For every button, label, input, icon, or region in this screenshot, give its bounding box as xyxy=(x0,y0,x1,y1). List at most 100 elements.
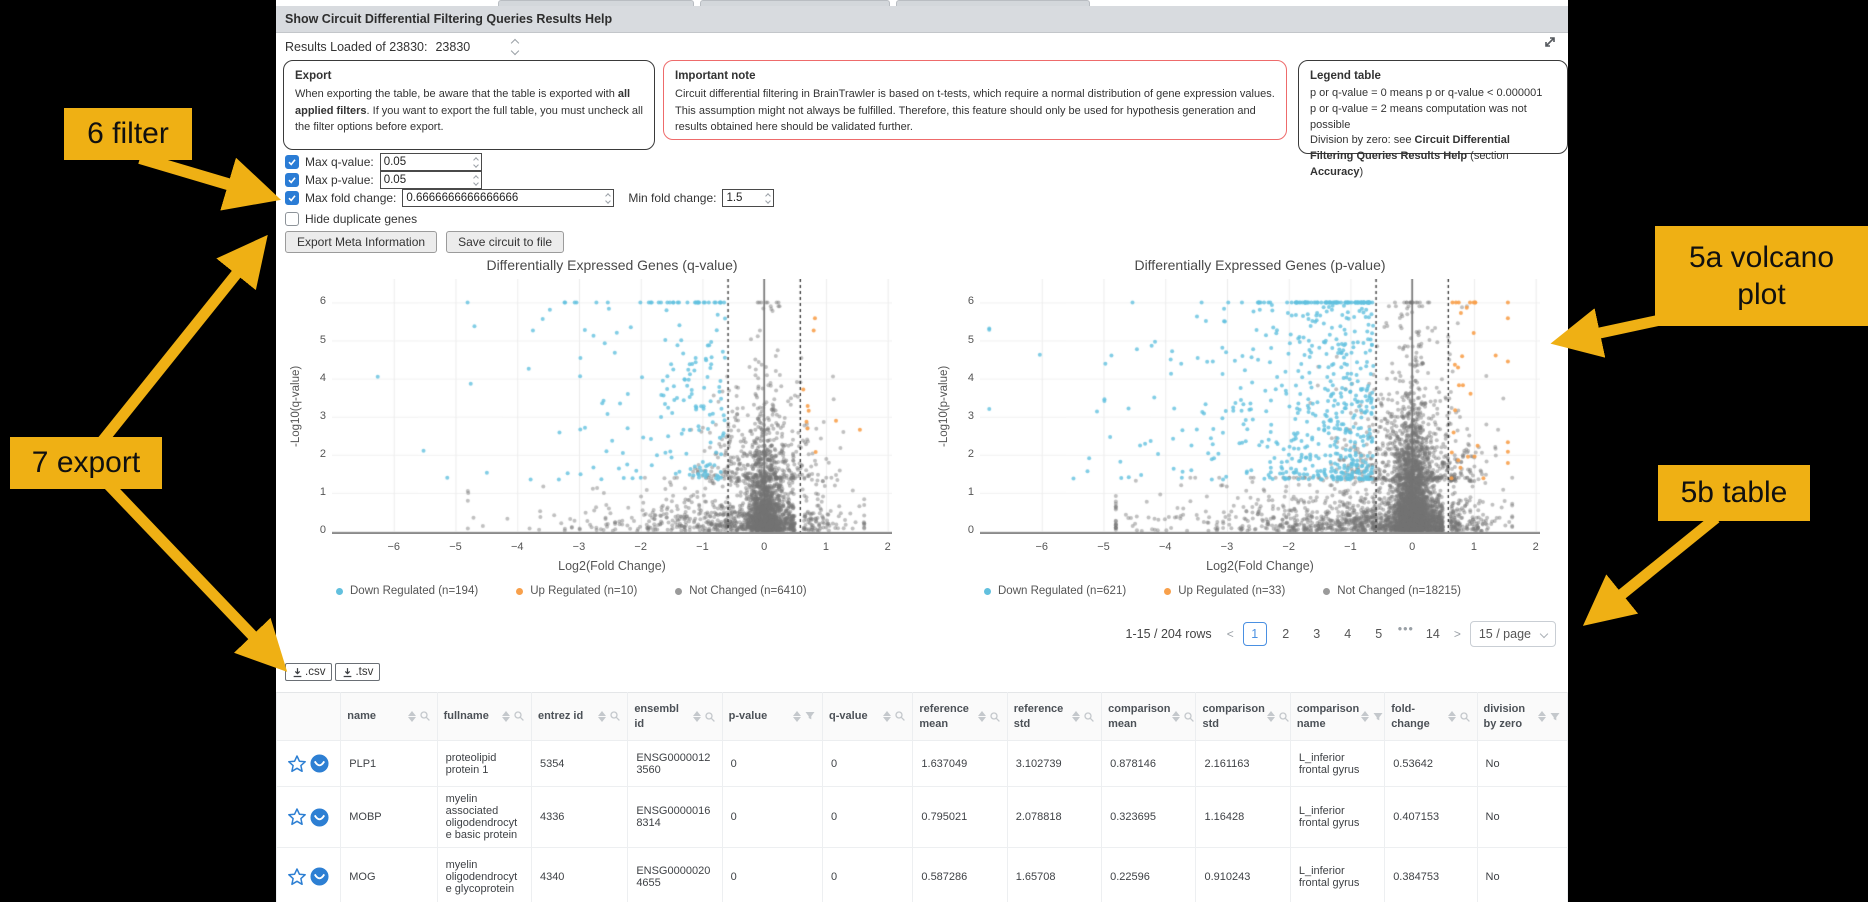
pagination-page-5[interactable]: 5 xyxy=(1375,627,1383,641)
legend-item[interactable]: Down Regulated (n=194) xyxy=(336,585,478,597)
min-fold-change-stepper[interactable] xyxy=(765,192,772,204)
column-header-reference_mean[interactable]: reference mean xyxy=(912,692,1008,741)
max-p-value-checkbox[interactable] xyxy=(285,173,299,187)
sort-carets-icon[interactable] xyxy=(793,710,802,722)
page-size-dropdown[interactable]: 15 / page xyxy=(1469,621,1556,647)
legend-item[interactable]: Not Changed (n=18215) xyxy=(1323,585,1461,597)
min-fold-change-input[interactable] xyxy=(723,191,756,205)
pagination-next[interactable]: > xyxy=(1453,627,1461,641)
cell-entrez_id: 5354 xyxy=(530,740,629,787)
download-icon xyxy=(344,667,352,677)
download-icon xyxy=(293,667,302,677)
row-action-icons xyxy=(276,847,342,902)
sort-carets-icon[interactable] xyxy=(977,711,986,722)
max-fold-change-checkbox[interactable] xyxy=(285,191,299,205)
background-tab[interactable] xyxy=(498,0,694,6)
sort-carets-icon[interactable] xyxy=(1266,711,1275,722)
x-axis-ticks: −6 −5 −4 −3 −2 −1 0 1 2 xyxy=(980,539,1540,555)
column-header-p_value[interactable]: p-value xyxy=(721,692,824,741)
sort-carets-icon[interactable] xyxy=(501,710,510,722)
sort-carets-icon[interactable] xyxy=(598,710,607,722)
sort-carets-icon[interactable] xyxy=(407,710,416,722)
pagination-range: 1-15 / 204 rows xyxy=(1125,627,1212,641)
column-header-comparison_name[interactable]: comparison name xyxy=(1289,692,1386,741)
search-icon xyxy=(1184,711,1195,722)
legend-item[interactable]: Down Regulated (n=621) xyxy=(984,585,1126,597)
max-p-value-stepper[interactable] xyxy=(472,174,479,186)
column-header-comparison_mean[interactable]: comparison mean xyxy=(1101,692,1197,741)
favorite-star-icon[interactable] xyxy=(287,807,307,827)
legend-label: Not Changed (n=18215) xyxy=(1337,585,1461,597)
legend-dot-icon xyxy=(516,587,524,595)
max-q-value-stepper[interactable] xyxy=(472,156,479,168)
max-fold-change-label: Max fold change: xyxy=(305,191,397,205)
background-tab[interactable] xyxy=(700,0,890,6)
legend-item[interactable]: Up Regulated (n=33) xyxy=(1164,585,1285,597)
pagination-page-4[interactable]: 4 xyxy=(1344,627,1352,641)
plot-area xyxy=(980,279,1540,539)
column-header-entrez_id[interactable]: entrez id xyxy=(530,692,629,741)
brain-view-icon[interactable] xyxy=(309,753,330,774)
results-loaded-stepper[interactable] xyxy=(510,38,520,56)
legend-item[interactable]: Not Changed (n=6410) xyxy=(675,585,807,597)
column-header-fold_change[interactable]: fold-change xyxy=(1384,692,1478,741)
download-csv-button[interactable]: .csv xyxy=(285,663,333,681)
save-circuit-to-file-button[interactable]: Save circuit to file xyxy=(446,231,565,253)
export-meta-information-button[interactable]: Export Meta Information xyxy=(285,231,438,253)
sort-carets-icon[interactable] xyxy=(692,711,701,722)
cell-p_value: 0 xyxy=(721,786,824,848)
pagination-page-3[interactable]: 3 xyxy=(1313,627,1321,641)
max-fold-change-input[interactable] xyxy=(403,191,596,205)
brain-view-icon[interactable] xyxy=(309,866,330,887)
max-q-value-checkbox[interactable] xyxy=(285,155,299,169)
pagination-bar: 1-15 / 204 rows < 1 2 3 4 5 ••• 14 > 15 / page xyxy=(1126,621,1556,647)
pagination-prev[interactable]: < xyxy=(1226,627,1234,641)
x-tick-label: −4 xyxy=(510,541,524,553)
max-fold-change-stepper[interactable] xyxy=(605,192,612,204)
column-header-fullname[interactable]: fullname xyxy=(436,692,532,741)
column-header-ensembl_id[interactable]: ensembl id xyxy=(627,692,723,741)
sort-carets-icon[interactable] xyxy=(1361,711,1370,722)
sort-carets-icon[interactable] xyxy=(1072,711,1081,722)
legend-line-2: p or q-value = 2 means computation was n… xyxy=(1310,102,1527,131)
column-header-reference_std[interactable]: reference std xyxy=(1006,692,1103,741)
y-axis-ticks: 0 1 2 3 4 5 6 xyxy=(306,279,332,536)
max-q-value-input[interactable] xyxy=(380,155,463,169)
legend-item[interactable]: Up Regulated (n=10) xyxy=(516,585,637,597)
y-tick-label: 3 xyxy=(319,409,326,422)
pagination-page-2[interactable]: 2 xyxy=(1282,627,1290,641)
results-loaded-value: 23830 xyxy=(435,40,471,54)
y-tick-label: 0 xyxy=(967,524,974,536)
cell-comparison_std: 1.16428 xyxy=(1195,786,1291,848)
background-tab[interactable] xyxy=(896,0,1090,6)
column-header-name[interactable]: name xyxy=(340,692,438,741)
sort-carets-icon[interactable] xyxy=(1447,711,1456,722)
column-header-comparison_std[interactable]: comparison std xyxy=(1195,692,1291,741)
x-tick-label: −1 xyxy=(1344,541,1357,553)
cell-division_by_zero: No xyxy=(1476,847,1568,902)
column-label: comparison std xyxy=(1202,703,1265,730)
pagination-page-1[interactable]: 1 xyxy=(1242,622,1267,646)
max-p-value-input[interactable] xyxy=(380,173,463,187)
download-tsv-button[interactable]: .tsv xyxy=(335,663,381,681)
favorite-star-icon[interactable] xyxy=(287,754,307,774)
column-header-division_by_zero[interactable]: division by zero xyxy=(1476,692,1568,741)
pagination-ellipsis[interactable]: ••• xyxy=(1397,622,1414,636)
sort-carets-icon[interactable] xyxy=(883,710,892,722)
column-header-q_value[interactable]: q-value xyxy=(822,692,914,741)
pagination-page-14[interactable]: 14 xyxy=(1425,627,1440,641)
favorite-star-icon[interactable] xyxy=(287,867,307,887)
brain-view-icon[interactable] xyxy=(309,807,330,828)
plot-legend: Down Regulated (n=194) Up Regulated (n=10… xyxy=(336,585,910,597)
hide-duplicate-genes-checkbox[interactable] xyxy=(285,212,299,226)
y-tick-label: 3 xyxy=(967,409,974,422)
expand-icon[interactable] xyxy=(1542,34,1558,50)
sort-carets-icon[interactable] xyxy=(1172,711,1181,722)
legend-dot-icon xyxy=(1323,587,1331,595)
cell-q_value: 0 xyxy=(822,786,914,848)
cell-division_by_zero: No xyxy=(1476,740,1568,787)
sort-carets-icon[interactable] xyxy=(1538,711,1546,722)
plot-legend: Down Regulated (n=621) Up Regulated (n=33… xyxy=(984,585,1558,597)
x-tick-label: −4 xyxy=(1158,541,1172,553)
x-tick-label: −3 xyxy=(1220,541,1234,553)
